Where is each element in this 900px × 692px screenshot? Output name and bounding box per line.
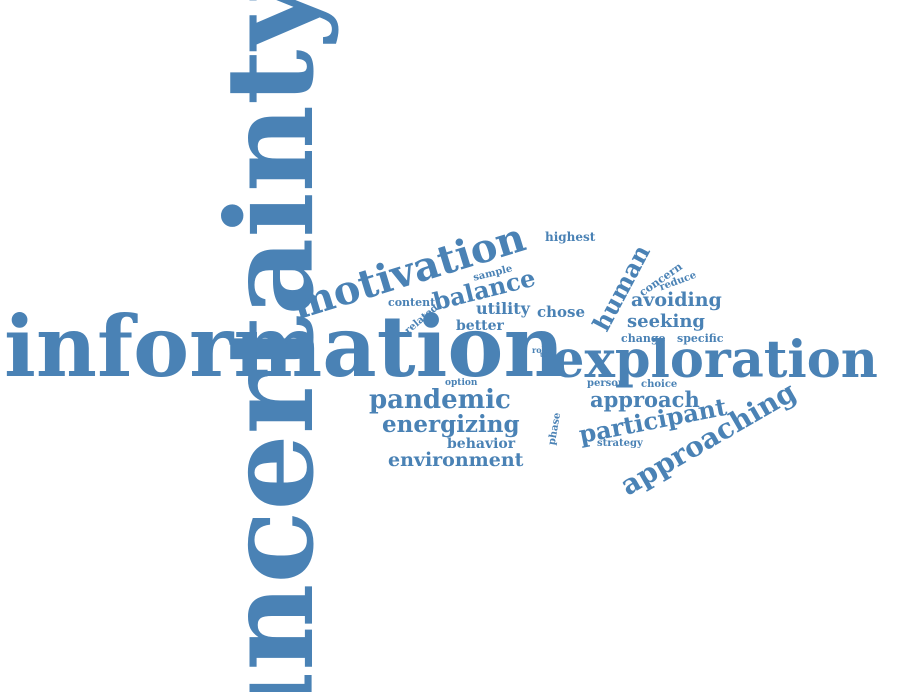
word-highest: highest bbox=[545, 231, 595, 243]
word-choice: choice bbox=[641, 380, 677, 390]
word-environment: environment bbox=[388, 451, 523, 470]
word-better: better bbox=[456, 319, 504, 333]
word-pandemic: pandemic bbox=[369, 387, 511, 413]
word-task: task bbox=[540, 353, 554, 359]
word-option: option bbox=[445, 379, 477, 388]
word-energizing: energizing bbox=[382, 413, 520, 436]
word-person: person bbox=[587, 379, 625, 389]
word-utility: utility bbox=[476, 301, 530, 317]
word-change: change bbox=[621, 333, 666, 344]
word-seeking: seeking bbox=[627, 313, 705, 331]
word-approach: approach bbox=[590, 389, 700, 410]
word-phase: phase bbox=[548, 412, 564, 446]
word-behavior: behavior bbox=[447, 437, 515, 451]
word-specific: specific bbox=[677, 333, 723, 344]
word-chose: chose bbox=[537, 305, 585, 320]
word-strategy: strategy bbox=[597, 439, 643, 449]
